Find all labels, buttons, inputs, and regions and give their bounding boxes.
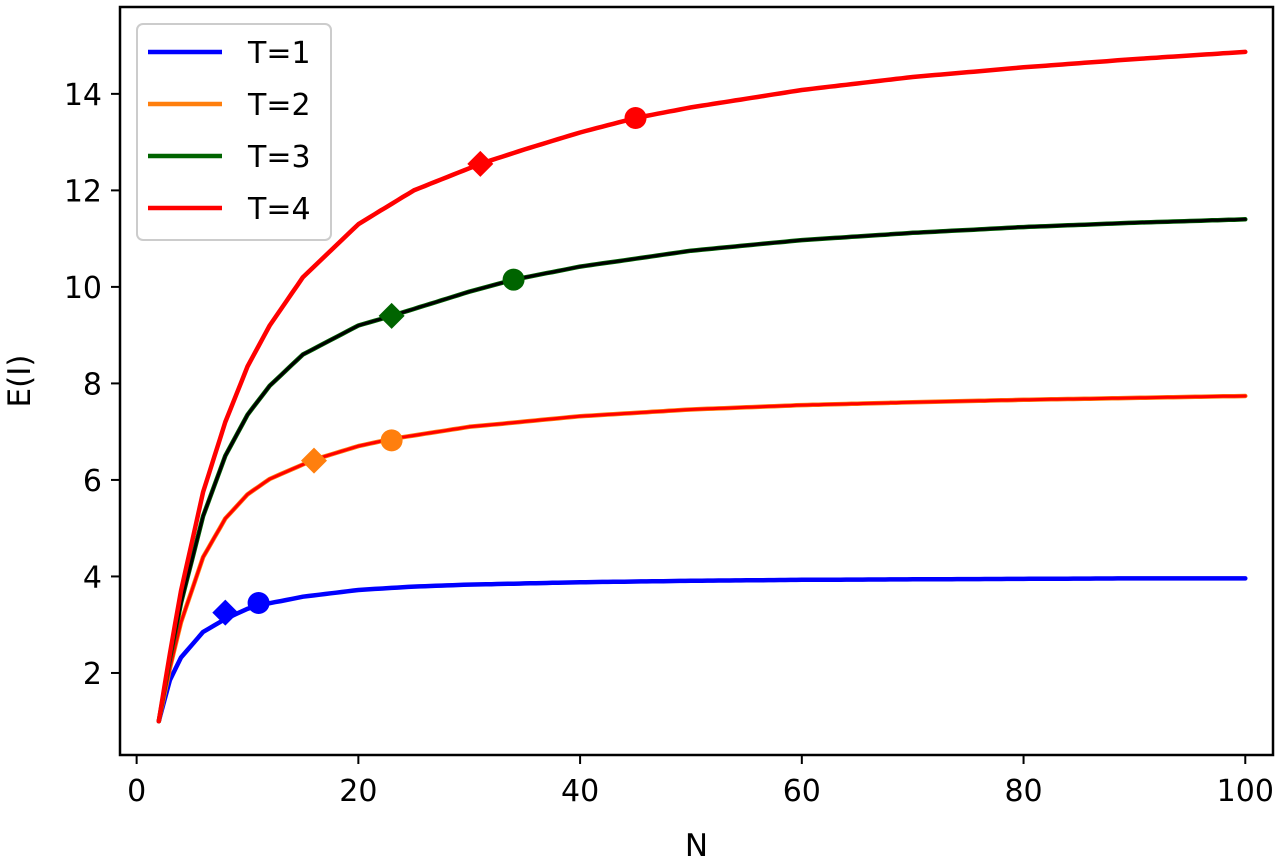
- y-axis-label: E(I): [2, 355, 38, 408]
- series-layer: [156, 49, 1248, 724]
- legend-box: [136, 23, 332, 241]
- series-overlay-line-1: [157, 576, 1247, 723]
- series-overlay-line-3: [157, 217, 1247, 723]
- legend-label: T=2: [247, 88, 311, 123]
- x-tick-label: 60: [783, 774, 821, 809]
- legend-label: T=3: [247, 140, 311, 175]
- diamond-marker: [467, 150, 494, 177]
- x-axis: 0 20 40 60 80 100: [127, 755, 1274, 809]
- x-tick-label: 40: [561, 774, 599, 809]
- legend-label: T=4: [247, 192, 311, 227]
- legend-label: T=1: [247, 36, 311, 71]
- y-tick-label: 12: [64, 174, 102, 209]
- y-tick-label: 10: [64, 271, 102, 306]
- circle-marker: [502, 268, 525, 291]
- series-overlay-line-2: [157, 394, 1247, 723]
- diamond-marker: [378, 302, 405, 329]
- y-tick-label: 2: [83, 657, 102, 692]
- x-axis-label: N: [685, 828, 708, 864]
- circle-marker: [380, 429, 403, 452]
- legend: T=1 T=2 T=3 T=4: [136, 23, 332, 241]
- diamond-marker: [212, 599, 239, 626]
- y-tick-label: 6: [83, 464, 102, 499]
- circle-marker: [247, 591, 270, 614]
- circle-marker: [624, 106, 647, 129]
- y-tick-label: 4: [83, 560, 102, 595]
- plot-frame: [118, 5, 1275, 757]
- x-tick-label: 0: [127, 774, 146, 809]
- x-tick-label: 20: [339, 774, 377, 809]
- y-tick-label: 14: [64, 78, 102, 113]
- diamond-marker: [301, 447, 328, 474]
- x-tick-label: 100: [1217, 774, 1274, 809]
- y-tick-label: 8: [83, 367, 102, 402]
- x-tick-label: 80: [1004, 774, 1042, 809]
- series-overlay-line-4: [157, 50, 1247, 723]
- y-axis: 2 4 6 8 10 12 14: [64, 78, 120, 692]
